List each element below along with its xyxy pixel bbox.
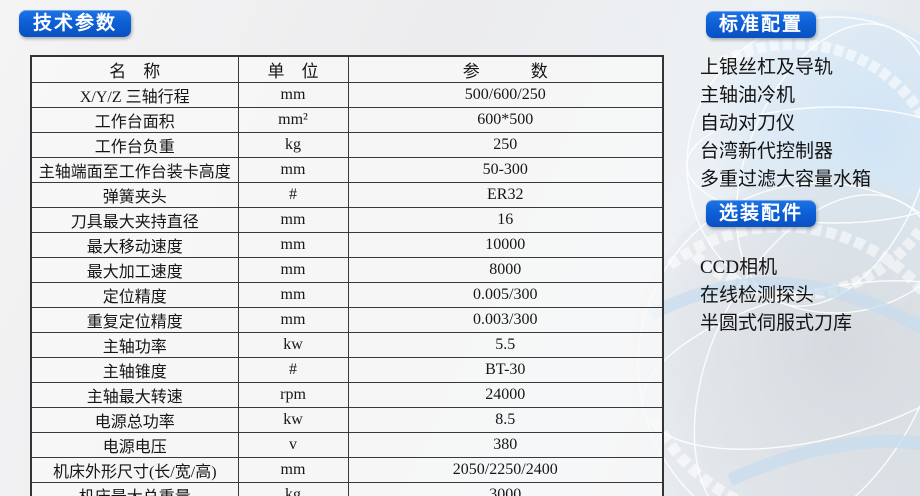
table-row: 电源总功率 kw 8.5 [30,407,664,433]
spec-table-body: X/Y/Z 三轴行程 mm 500/600/250 工作台面积 mm² 600*500 工作… [30,82,664,496]
table-header-row: 名 称 单 位 参 数 [30,55,664,83]
standard-config-item: 台湾新代控制器 [700,141,834,162]
table-row: 工作台负重 kg 250 [30,132,664,158]
optional-parts-list: CCD相机在线检测探头半圆式伺服式刀库 [700,254,852,338]
spec-value-cell: 500/600/250 [347,82,664,108]
spec-value-cell: BT-30 [347,357,664,383]
spec-name-cell: 弹簧夹头 [30,182,239,208]
spec-value-cell: 600*500 [347,107,664,133]
spec-name-cell: 主轴端面至工作台装卡高度 [30,157,239,183]
table-row: 刀具最大夹持直径 mm 16 [30,207,664,233]
spec-value-cell: 2050/2250/2400 [347,457,664,483]
col-header-name: 名 称 [30,55,239,83]
spec-name-cell: 重复定位精度 [30,307,239,333]
spec-value-cell: 16 [347,207,664,233]
col-header-unit: 单 位 [237,55,349,83]
optional-part-item: CCD相机 [700,257,778,278]
spec-value-cell: 10000 [347,232,664,258]
spec-name-cell: 电源总功率 [30,407,239,433]
table-row: 定位精度 mm 0.005/300 [30,282,664,308]
spec-value-cell: 0.003/300 [347,307,664,333]
standard-config-item: 自动对刀仪 [700,113,796,134]
spec-name-cell: 工作台负重 [30,132,239,158]
spec-unit-cell: kg [237,132,349,158]
table-row: 主轴最大转速 rpm 24000 [30,382,664,408]
spec-unit-cell: kg [237,482,349,496]
spec-name-cell: 机床外形尺寸(长/宽/高) [30,457,239,483]
spec-unit-cell: mm [237,157,349,183]
spec-unit-cell: # [237,357,349,383]
spec-unit-cell: mm [237,457,349,483]
spec-value-cell: 8000 [347,257,664,283]
spec-value-cell: 250 [347,132,664,158]
standard-config-title: 标准配置 [718,14,803,35]
standard-config-badge: 标准配置 [706,11,816,38]
standard-config-list: 上银丝杠及导轨 主轴油冷机自动对刀仪台湾新代控制器多重过滤大容量水箱 [700,54,871,194]
spec-name-cell: 工作台面积 [30,107,239,133]
spec-unit-cell: mm [237,282,349,308]
optional-part-item: 在线检测探头 [700,285,815,306]
spec-unit-cell: mm² [237,107,349,133]
spec-unit-cell: mm [237,82,349,108]
tech-params-title: 技术参数 [32,13,117,34]
spec-name-cell: 定位精度 [30,282,239,308]
tech-params-badge: 技术参数 [19,10,131,37]
spec-name-cell: 主轴最大转速 [30,382,239,408]
spec-unit-cell: mm [237,232,349,258]
spec-name-cell: X/Y/Z 三轴行程 [30,82,239,108]
spec-value-cell: 380 [347,432,664,458]
spec-name-cell: 机床最大总重量 [30,482,239,496]
spec-value-cell: 50-300 [347,157,664,183]
table-row: 弹簧夹头 # ER32 [30,182,664,208]
spec-name-cell: 最大加工速度 [30,257,239,283]
standard-config-item: 主轴油冷机 [700,85,796,106]
optional-part-item: 半圆式伺服式刀库 [700,313,853,334]
table-row: 主轴功率 kw 5.5 [30,332,664,358]
spec-value-cell: 3000 [347,482,664,496]
spec-unit-cell: mm [237,257,349,283]
spec-table: 名 称 单 位 参 数 X/Y/Z 三轴行程 mm 500/600/250 工作台面积… [30,55,664,496]
spec-value-cell: 8.5 [347,407,664,433]
standard-config-item: 上银丝杠及导轨 [700,57,834,78]
spec-name-cell: 刀具最大夹持直径 [30,207,239,233]
col-header-value: 参 数 [347,55,664,83]
table-row: 机床外形尺寸(长/宽/高) mm 2050/2250/2400 [30,457,664,483]
spec-unit-cell: mm [237,307,349,333]
table-row: 最大加工速度 mm 8000 [30,257,664,283]
table-row: X/Y/Z 三轴行程 mm 500/600/250 [30,82,664,108]
table-row: 工作台面积 mm² 600*500 [30,107,664,133]
spec-unit-cell: kw [237,332,349,358]
spec-name-cell: 主轴锥度 [30,357,239,383]
spec-value-cell: 5.5 [347,332,664,358]
table-row: 主轴锥度 # BT-30 [30,357,664,383]
spec-name-cell: 电源电压 [30,432,239,458]
spec-unit-cell: mm [237,207,349,233]
table-row: 最大移动速度 mm 10000 [30,232,664,258]
table-row: 机床最大总重量kg3000 [30,482,664,496]
standard-config-item: 多重过滤大容量水箱 [700,169,872,190]
spec-value-cell: 24000 [347,382,664,408]
spec-name-cell: 主轴功率 [30,332,239,358]
spec-unit-cell: rpm [237,382,349,408]
spec-unit-cell: v [237,432,349,458]
optional-parts-title: 选装配件 [718,203,803,224]
optional-parts-badge: 选装配件 [706,200,816,227]
table-row: 电源电压 v 380 [30,432,664,458]
table-row: 主轴端面至工作台装卡高度 mm 50-300 [30,157,664,183]
spec-value-cell: ER32 [347,182,664,208]
spec-unit-cell: kw [237,407,349,433]
spec-name-cell: 最大移动速度 [30,232,239,258]
spec-unit-cell: # [237,182,349,208]
table-row: 重复定位精度 mm 0.003/300 [30,307,664,333]
spec-value-cell: 0.005/300 [347,282,664,308]
